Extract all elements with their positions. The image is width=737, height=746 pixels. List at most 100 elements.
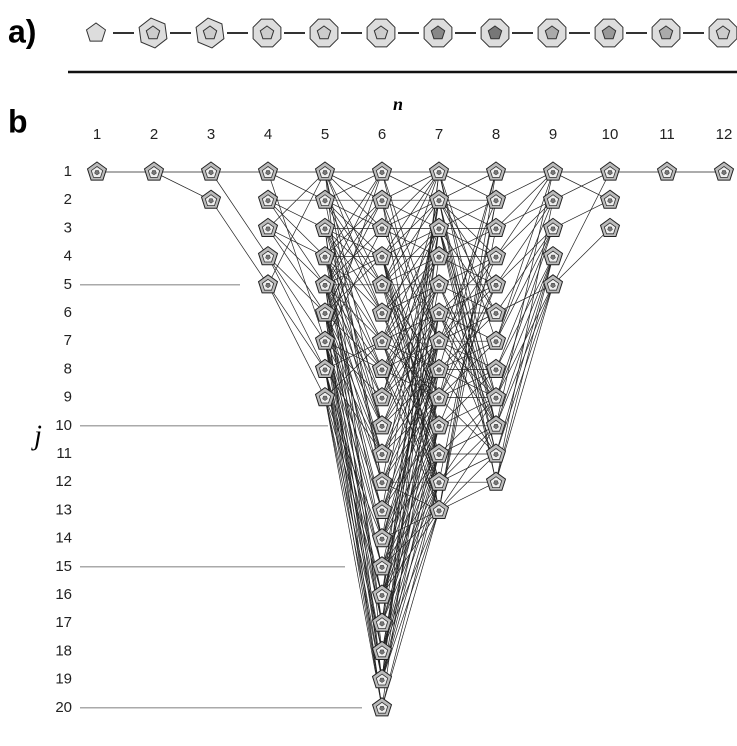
edge	[324, 228, 383, 342]
face	[316, 25, 332, 40]
y-tick-label: 14	[55, 530, 72, 547]
polyhedron-icon	[195, 17, 225, 49]
node-core	[664, 170, 670, 176]
edge	[438, 256, 497, 342]
y-tick-label: 17	[55, 614, 72, 631]
x-tick-label: 4	[264, 126, 272, 143]
edge	[438, 171, 497, 511]
edge	[324, 171, 383, 257]
node-core	[208, 170, 214, 176]
face	[430, 25, 446, 40]
edge	[381, 482, 440, 680]
y-tick-label: 19	[55, 671, 72, 688]
node	[428, 274, 450, 294]
edge	[381, 369, 440, 680]
node-core	[493, 198, 499, 204]
node	[428, 358, 450, 378]
node	[257, 274, 279, 294]
x-tick-label: 8	[492, 126, 500, 143]
edge	[324, 200, 383, 285]
node-core	[379, 706, 385, 712]
edge	[267, 171, 326, 285]
edge	[324, 312, 383, 455]
edge	[153, 171, 212, 201]
y-tick-label: 12	[55, 473, 72, 490]
node-core	[607, 198, 613, 204]
y-axis-label: j	[31, 420, 42, 451]
edge	[267, 228, 326, 314]
node	[428, 415, 450, 435]
node	[371, 302, 393, 322]
node	[86, 161, 108, 181]
edge	[495, 256, 554, 455]
edge	[267, 256, 326, 342]
node-core	[379, 536, 385, 542]
face	[601, 25, 617, 40]
node-core	[379, 367, 385, 373]
node-core	[322, 311, 328, 317]
edge	[381, 284, 440, 596]
y-tick-label: 15	[55, 558, 72, 575]
edges	[97, 171, 724, 708]
edge	[552, 171, 611, 285]
node	[485, 471, 507, 491]
node	[371, 584, 393, 604]
node	[371, 471, 393, 491]
node-core	[550, 283, 556, 289]
polyhedron-icon	[594, 18, 624, 48]
edge	[324, 397, 383, 539]
node-core	[493, 480, 499, 486]
y-tick-label: 1	[64, 163, 72, 180]
node	[314, 386, 336, 407]
node-core	[493, 367, 499, 373]
x-tick-label: 1	[93, 126, 101, 143]
node	[371, 189, 393, 209]
polyhedron-icon	[423, 18, 453, 48]
node	[428, 471, 450, 491]
node	[371, 697, 393, 717]
face	[544, 25, 560, 40]
y-tick-label: 8	[64, 360, 72, 377]
node	[314, 245, 336, 266]
node-core	[379, 254, 385, 260]
node-core	[379, 565, 385, 571]
edge	[324, 171, 383, 201]
polyhedron-icon	[537, 18, 567, 48]
edge	[324, 284, 383, 370]
edge	[324, 369, 383, 455]
edge	[324, 171, 383, 285]
node	[371, 443, 393, 463]
polyhedron-icon	[252, 18, 282, 48]
x-tick-label: 11	[659, 126, 675, 143]
node	[200, 189, 222, 209]
edge	[324, 397, 383, 708]
node	[542, 161, 564, 181]
node	[485, 189, 507, 209]
edge	[267, 228, 326, 257]
node-core	[493, 226, 499, 232]
edge	[438, 397, 497, 427]
panel-label: a)	[8, 13, 36, 49]
y-tick-label: 20	[55, 699, 72, 716]
edge	[324, 397, 383, 596]
node	[371, 668, 393, 689]
node-core	[436, 452, 442, 458]
node-core	[265, 170, 271, 176]
x-tick-label: 12	[716, 126, 733, 143]
y-tick-label: 10	[55, 417, 72, 434]
node-core	[493, 283, 499, 289]
edge	[267, 171, 326, 229]
polyhedron-icon	[85, 22, 107, 42]
edge	[267, 199, 326, 229]
node-core	[436, 311, 442, 317]
node-core	[322, 367, 328, 373]
node	[428, 302, 450, 322]
x-tick-label: 2	[150, 126, 158, 143]
edge	[324, 397, 383, 680]
node-core	[379, 621, 385, 627]
edge	[438, 284, 497, 342]
x-tick-label: 10	[602, 126, 619, 143]
node-core	[436, 480, 442, 486]
edge	[324, 341, 383, 511]
